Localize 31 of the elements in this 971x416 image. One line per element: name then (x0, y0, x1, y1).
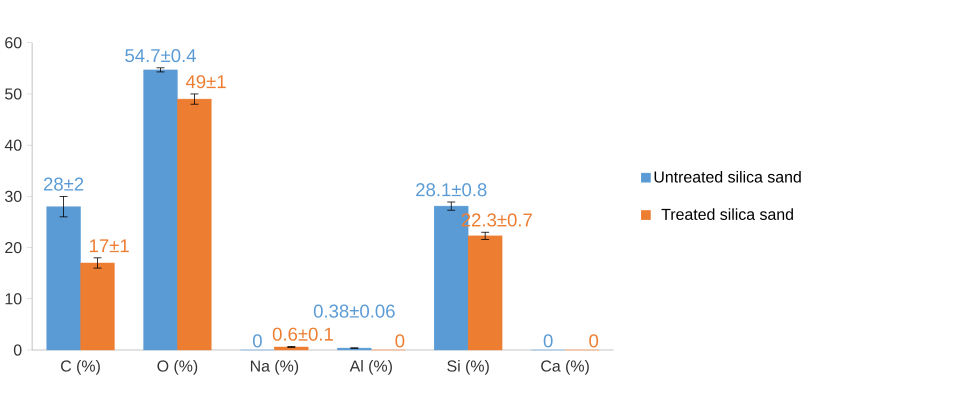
y-tick-label: 40 (4, 139, 22, 151)
x-tick-label: Al (%) (350, 360, 392, 375)
y-tick-label: 50 (5, 88, 22, 100)
legend-label: Untreated silica sand (654, 170, 801, 182)
bar (80, 262, 115, 350)
y-tick-label: 30 (5, 190, 22, 202)
data-label: 49±1 (186, 74, 226, 88)
bar (468, 235, 502, 350)
bar (143, 70, 178, 350)
x-tick-label: O (%) (157, 360, 198, 375)
data-label: 0 (252, 334, 262, 348)
bar (46, 206, 81, 350)
legend-label: Treated silica sand (662, 208, 793, 220)
y-tick-label: 20 (5, 242, 22, 254)
data-label: 0 (395, 334, 404, 348)
data-label: 0 (589, 334, 598, 348)
data-label: 0 (544, 334, 553, 348)
y-tick-label: 60 (5, 36, 22, 48)
y-tick-label: 0 (14, 344, 22, 356)
x-tick-label: Si (%) (447, 360, 489, 375)
x-tick-label: Ca (%) (541, 360, 589, 375)
x-tick-label: Na (%) (250, 360, 298, 375)
data-label: 28±2 (44, 177, 84, 191)
y-tick-label: 10 (6, 293, 22, 304)
data-label: 28.1±0.8 (416, 183, 486, 196)
data-label: 0.6±0.1 (272, 327, 333, 341)
data-label: 0.38±0.06 (314, 304, 395, 318)
x-tick-label: C (%) (61, 360, 100, 375)
data-label: 54.7±0.4 (125, 48, 196, 62)
bar (177, 98, 212, 350)
data-label: 17±1 (90, 239, 129, 252)
